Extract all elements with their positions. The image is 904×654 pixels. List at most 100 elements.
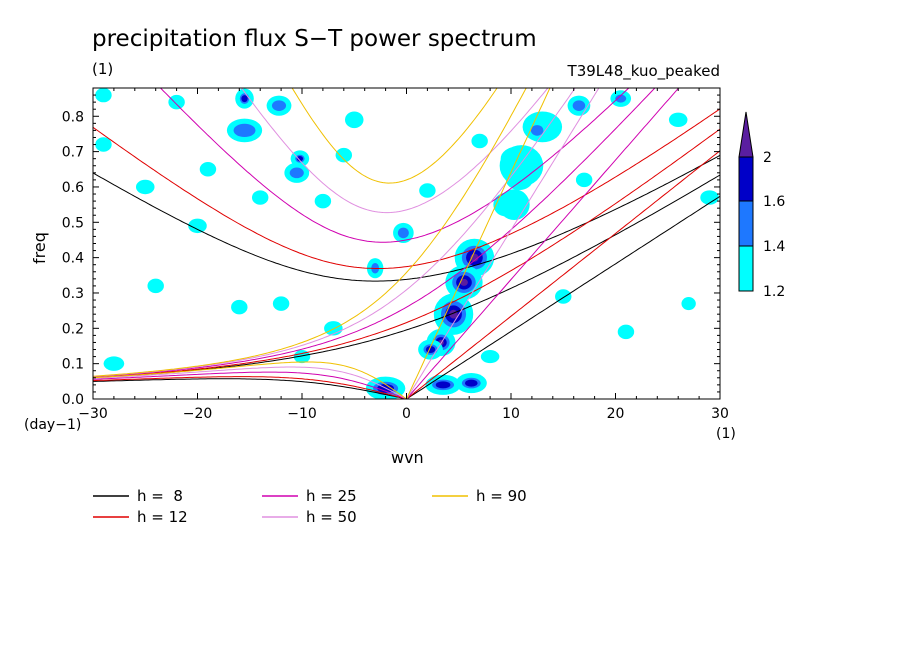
mrg-curve-h12 xyxy=(93,128,720,378)
inertio-gravity-curve-h50 xyxy=(240,88,549,214)
power-region-22-core-1 xyxy=(615,94,627,103)
y-tick-label: 0.8 xyxy=(62,109,84,125)
rossby-curve-h12 xyxy=(93,376,407,399)
y-tick-label: 0.6 xyxy=(62,180,84,196)
power-region-26 xyxy=(199,162,217,177)
x-tick-label: −20 xyxy=(183,406,213,422)
legend-label-4: h = 90 xyxy=(476,487,527,505)
power-region-6-core-2 xyxy=(465,379,478,387)
power-region-43 xyxy=(419,183,436,198)
power-region-25 xyxy=(135,179,155,195)
legend-label-3: h = 50 xyxy=(306,508,357,526)
power-region-44 xyxy=(471,133,488,149)
rossby-curve-h50 xyxy=(93,366,407,399)
y-tick-label: 0.1 xyxy=(62,357,84,373)
rossby-curve-h8 xyxy=(93,378,407,399)
dispersion-curves xyxy=(93,88,720,399)
inertio-gravity-curve-h12 xyxy=(93,108,720,269)
y-tick-label: 0.3 xyxy=(62,286,84,302)
power-region-28 xyxy=(147,278,164,294)
power-region-45 xyxy=(251,190,269,205)
x-tick-label: 20 xyxy=(607,406,625,422)
spectral-power-shading xyxy=(95,88,719,399)
colorbar: 1.2 1.4 1.6 2 xyxy=(738,111,785,300)
power-region-27 xyxy=(188,218,207,234)
power-region-42 xyxy=(314,193,332,209)
mrg-curve-h25 xyxy=(93,88,656,378)
x-unit-label: (1) xyxy=(716,426,736,442)
power-region-47 xyxy=(480,350,500,364)
power-region-19-core-1 xyxy=(289,167,304,179)
power-region-40 xyxy=(344,111,364,129)
power-region-16-core-2 xyxy=(241,95,248,103)
power-region-14 xyxy=(499,145,544,187)
inertio-gravity-curve-h8 xyxy=(93,154,720,282)
legend-label-1: h = 12 xyxy=(137,508,188,526)
inertio-gravity-curve-h90 xyxy=(291,88,498,184)
power-region-5-core-2 xyxy=(435,381,451,389)
axis-ticks xyxy=(92,87,721,400)
power-region-15-core-1 xyxy=(397,227,409,239)
run-label: T39L48_kuo_peaked xyxy=(567,62,720,81)
axis-tick-labels: −30 −20 −10 0 10 20 30 0.0 0.1 0.2 0.3 0.4 0.5 0.6 0.7… xyxy=(62,109,729,422)
mrg-curve-h90 xyxy=(93,88,527,377)
power-region-32 xyxy=(103,356,125,371)
power-region-1-core-3 xyxy=(460,278,468,286)
kelvin-curve-h12 xyxy=(406,150,720,399)
rossby-curve-h90 xyxy=(93,361,407,399)
power-region-20-core-2 xyxy=(296,156,304,162)
power-region-41 xyxy=(335,147,353,163)
x-tick-label: 10 xyxy=(502,406,520,422)
power-region-46 xyxy=(293,350,311,364)
units-label: (1) xyxy=(92,60,113,78)
power-region-33 xyxy=(617,324,635,340)
colorbar-segment-1 xyxy=(738,200,754,247)
y-tick-label: 0.2 xyxy=(62,321,84,337)
power-region-35 xyxy=(668,112,688,128)
power-region-18-core-1 xyxy=(271,100,287,111)
y-tick-label: 0.4 xyxy=(62,251,84,267)
y-tick-label: 0.0 xyxy=(62,392,84,408)
plot-frame xyxy=(92,87,721,400)
x-tick-label: −30 xyxy=(78,406,108,422)
colorbar-label: 1.6 xyxy=(763,194,785,210)
y-axis-label: freq xyxy=(30,232,49,264)
y-tick-label: 0.5 xyxy=(62,215,84,231)
mrg-curve-h8 xyxy=(93,174,720,379)
kelvin-curve-h8 xyxy=(406,195,720,399)
x-tick-label: −10 xyxy=(287,406,317,422)
legend-label-0: h = 8 xyxy=(137,487,183,505)
kelvin-curve-h50 xyxy=(406,88,600,399)
x-tick-label: 30 xyxy=(711,406,729,422)
kelvin-curve-h25 xyxy=(406,88,680,399)
power-region-39 xyxy=(95,88,112,103)
colorbar-segment-2 xyxy=(738,156,754,202)
power-region-37 xyxy=(575,172,593,188)
power-region-29 xyxy=(231,299,248,315)
power-region-17-core-1 xyxy=(233,123,256,138)
colorbar-segment-0 xyxy=(738,245,754,292)
colorbar-label: 2 xyxy=(763,150,772,166)
legend: h = 8 h = 12 h = 25 h = 50 h = 90 xyxy=(93,487,527,526)
power-region-48 xyxy=(681,297,696,311)
colorbar-label: 1.2 xyxy=(763,284,785,300)
power-region-36 xyxy=(700,190,719,205)
x-tick-label: 0 xyxy=(402,406,411,422)
chart-title: precipitation flux S−T power spectrum xyxy=(92,26,537,52)
y-tick-label: 0.7 xyxy=(62,145,84,161)
power-region-21-core-1 xyxy=(572,100,586,111)
colorbar-top-triangle xyxy=(738,111,754,158)
mrg-curve-h50 xyxy=(93,88,576,377)
power-region-13-core-1 xyxy=(530,125,544,136)
rossby-curve-h25 xyxy=(93,371,407,399)
kelvin-curve-h90 xyxy=(406,88,551,399)
power-region-24 xyxy=(95,137,112,152)
power-region-31 xyxy=(272,296,290,311)
inertio-gravity-curve-h25 xyxy=(159,88,630,243)
legend-label-2: h = 25 xyxy=(306,487,357,505)
power-region-38 xyxy=(168,94,185,110)
y-unit-label: (day−1) xyxy=(24,417,81,433)
colorbar-label: 1.4 xyxy=(763,239,785,255)
x-axis-label: wvn xyxy=(391,448,424,467)
